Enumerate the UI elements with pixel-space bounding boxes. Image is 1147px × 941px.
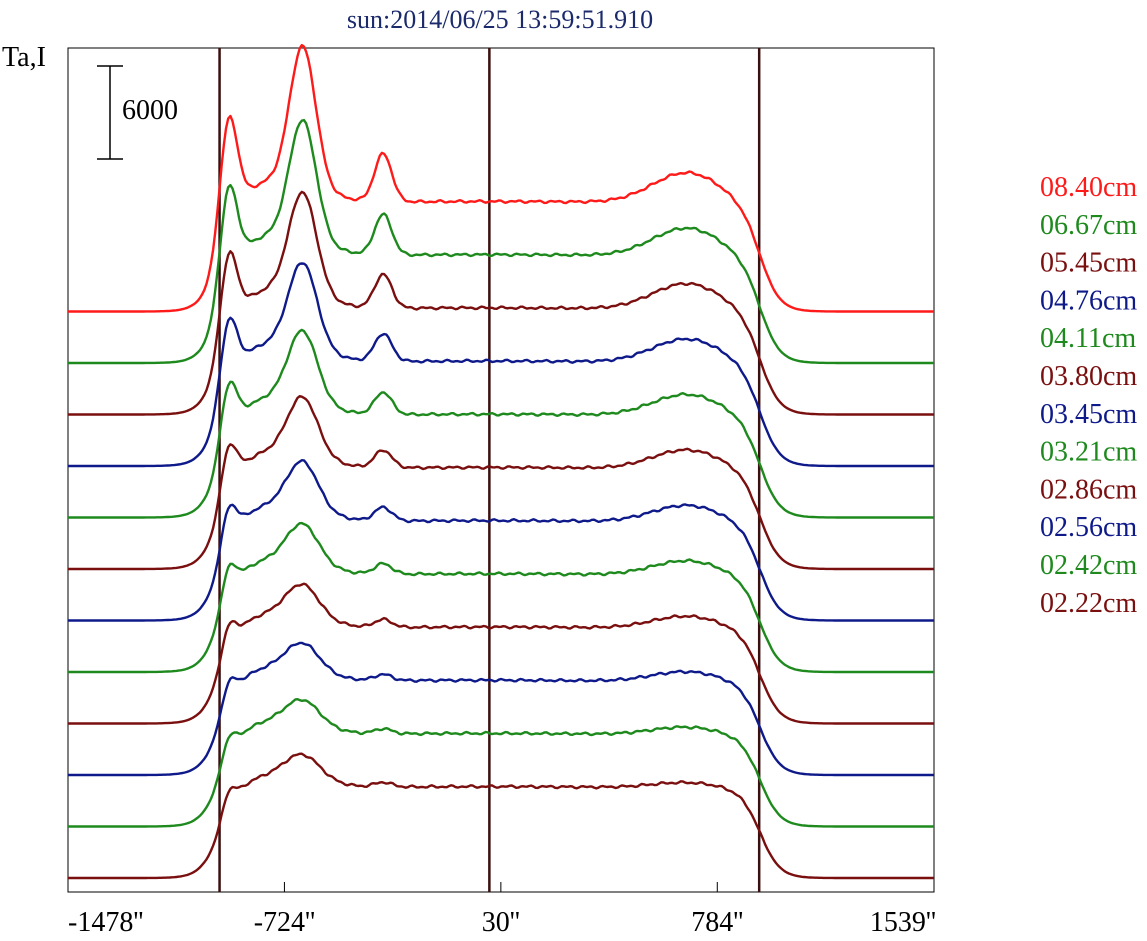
chart-title: sun:2014/06/25 13:59:51.910: [347, 5, 653, 34]
x-tick-label-4: 784'': [691, 907, 743, 938]
x-tick-label-2: -724'': [254, 907, 315, 938]
legend-entry-8: 03.21cm: [1040, 437, 1137, 468]
series-line-10: [68, 641, 934, 777]
legend-entry-5: 04.11cm: [1040, 323, 1136, 354]
legend-entry-9: 02.86cm: [1040, 474, 1137, 505]
x-tick-label-5: 1539'': [870, 907, 936, 938]
series-line-12: [68, 752, 934, 880]
series-line-9: [68, 582, 934, 725]
series-line-7: [68, 459, 934, 622]
series-line-2: [68, 118, 934, 365]
legend-entry-2: 06.67cm: [1040, 210, 1137, 241]
series-line-3: [68, 190, 934, 416]
series-line-8: [68, 521, 934, 674]
legend-entry-1: 08.40cm: [1040, 172, 1137, 203]
scale-bar: 6000: [97, 65, 178, 160]
legend-entry-11: 02.42cm: [1040, 550, 1137, 581]
legend: 08.40cm 06.67cm 05.45cm 04.76cm 04.11cm 03.80…: [1040, 172, 1137, 619]
y-axis-label: Ta,I: [2, 42, 46, 73]
x-tick-label-3: 30'': [482, 907, 520, 938]
legend-entry-4: 04.76cm: [1040, 285, 1137, 316]
legend-entry-12: 02.22cm: [1040, 588, 1137, 619]
series-lines: [68, 43, 934, 880]
x-tick-label-1: -1478'': [68, 907, 143, 938]
legend-entry-10: 02.56cm: [1040, 512, 1137, 543]
series-line-4: [68, 262, 934, 468]
legend-entry-3: 05.45cm: [1040, 248, 1137, 279]
x-ticks: -1478'' -724'' 30'' 784'' 1539'': [67, 882, 936, 938]
scale-bar-label: 6000: [122, 95, 178, 126]
series-line-11: [68, 698, 934, 828]
series-line-6: [68, 395, 934, 571]
legend-entry-7: 03.45cm: [1040, 399, 1137, 430]
legend-entry-6: 03.80cm: [1040, 361, 1137, 392]
series-line-5: [68, 328, 934, 519]
series-line-1: [68, 43, 934, 313]
